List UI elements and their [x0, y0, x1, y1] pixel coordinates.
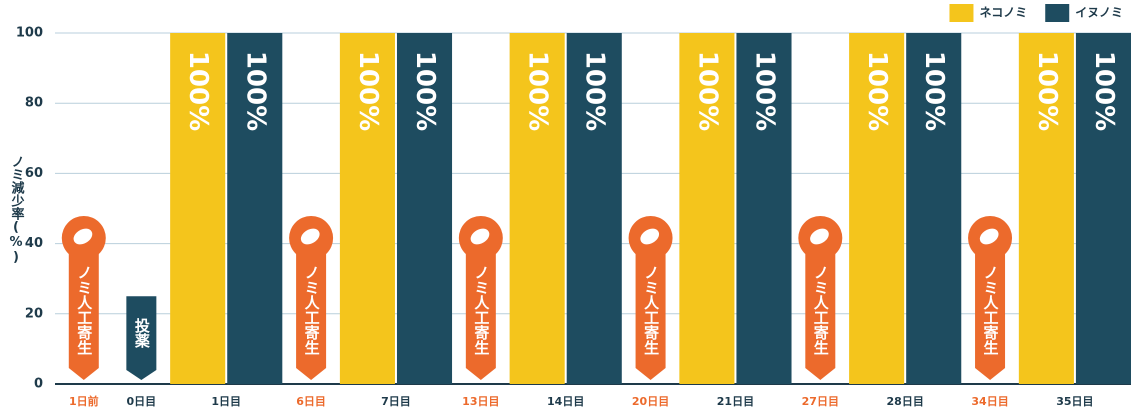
x-tick-label: 28日目 [887, 395, 924, 408]
legend-label: イヌノミ [1075, 6, 1123, 20]
value-label: 100% [749, 51, 779, 131]
value-label: 100% [523, 51, 553, 131]
y-tick-label: 20 [25, 306, 43, 321]
value-label: 100% [410, 51, 440, 131]
y-tick-label: 40 [25, 236, 43, 251]
annotation-marker: ノミ人工寄生 [61, 216, 106, 380]
x-tick-label: 13日目 [462, 395, 499, 408]
value-label: 100% [183, 51, 213, 131]
bar [339, 33, 395, 384]
bar [679, 33, 735, 384]
bar [906, 33, 962, 384]
value-label: 100% [692, 51, 722, 131]
flea-icon [640, 228, 660, 245]
annotation-marker: ノミ人工寄生 [628, 216, 673, 380]
annotation-marker: ノミ人工寄生 [289, 216, 334, 380]
x-tick-label: 34日目 [971, 395, 1008, 408]
x-tick-label: 1日目 [211, 395, 241, 408]
bar [566, 33, 622, 384]
legend-swatch [949, 4, 974, 22]
annotation-text: 投薬 [133, 317, 151, 349]
bar [736, 33, 792, 384]
value-label: 100% [919, 51, 949, 131]
y-axis-label: ノミ減少率(%) [9, 155, 26, 265]
bar [227, 33, 283, 384]
legend-swatch [1045, 4, 1070, 22]
x-tick-label: 35日目 [1056, 395, 1093, 408]
flea-icon [979, 228, 999, 245]
marker-body [296, 254, 327, 380]
flea-icon [300, 228, 320, 245]
annotation-marker: ノミ人工寄生 [968, 216, 1013, 380]
value-label: 100% [580, 51, 610, 131]
annotation-text: ノミ人工寄生 [812, 265, 830, 355]
bar [509, 33, 565, 384]
annotation-marker: 投薬 [126, 296, 157, 380]
y-tick-label: 0 [34, 377, 43, 392]
marker-body [68, 254, 99, 380]
y-tick-label: 100 [16, 26, 43, 41]
x-tick-label: 6日目 [296, 395, 326, 408]
bar [1018, 33, 1074, 384]
value-label: 100% [353, 51, 383, 131]
annotation-text: ノミ人工寄生 [642, 265, 660, 355]
y-tick-label: 60 [25, 166, 43, 181]
annotation-text: ノミ人工寄生 [303, 265, 321, 355]
bar [849, 33, 905, 384]
bar [170, 33, 226, 384]
annotation-marker: ノミ人工寄生 [458, 216, 503, 380]
value-label: 100% [1032, 51, 1062, 131]
annotation-marker: ノミ人工寄生 [798, 216, 843, 380]
marker-body [975, 254, 1006, 380]
x-tick-label: 21日目 [717, 395, 754, 408]
x-tick-label: 27日目 [802, 395, 839, 408]
x-tick-label: 0日目 [127, 395, 157, 408]
marker-body [805, 254, 836, 380]
marker-body [635, 254, 666, 380]
bar [396, 33, 453, 384]
legend-label: ネコノミ [979, 6, 1027, 20]
annotation-text: ノミ人工寄生 [472, 265, 490, 355]
flea-icon [810, 228, 829, 245]
x-tick-label: 14日目 [547, 395, 584, 408]
x-tick-label: 1日前 [69, 394, 99, 408]
y-tick-label: 80 [25, 96, 43, 111]
marker-body [465, 254, 496, 380]
marker-body [126, 296, 157, 380]
x-tick-label: 20日目 [632, 395, 669, 408]
annotation-text: ノミ人工寄生 [982, 265, 1000, 355]
value-label: 100% [240, 51, 270, 131]
annotation-text: ノミ人工寄生 [75, 265, 93, 355]
value-label: 100% [1089, 51, 1119, 131]
flea-icon [470, 228, 490, 245]
bar [1075, 33, 1131, 384]
value-label: 100% [862, 51, 892, 131]
x-tick-label: 7日目 [381, 395, 411, 408]
flea-icon [73, 228, 93, 245]
